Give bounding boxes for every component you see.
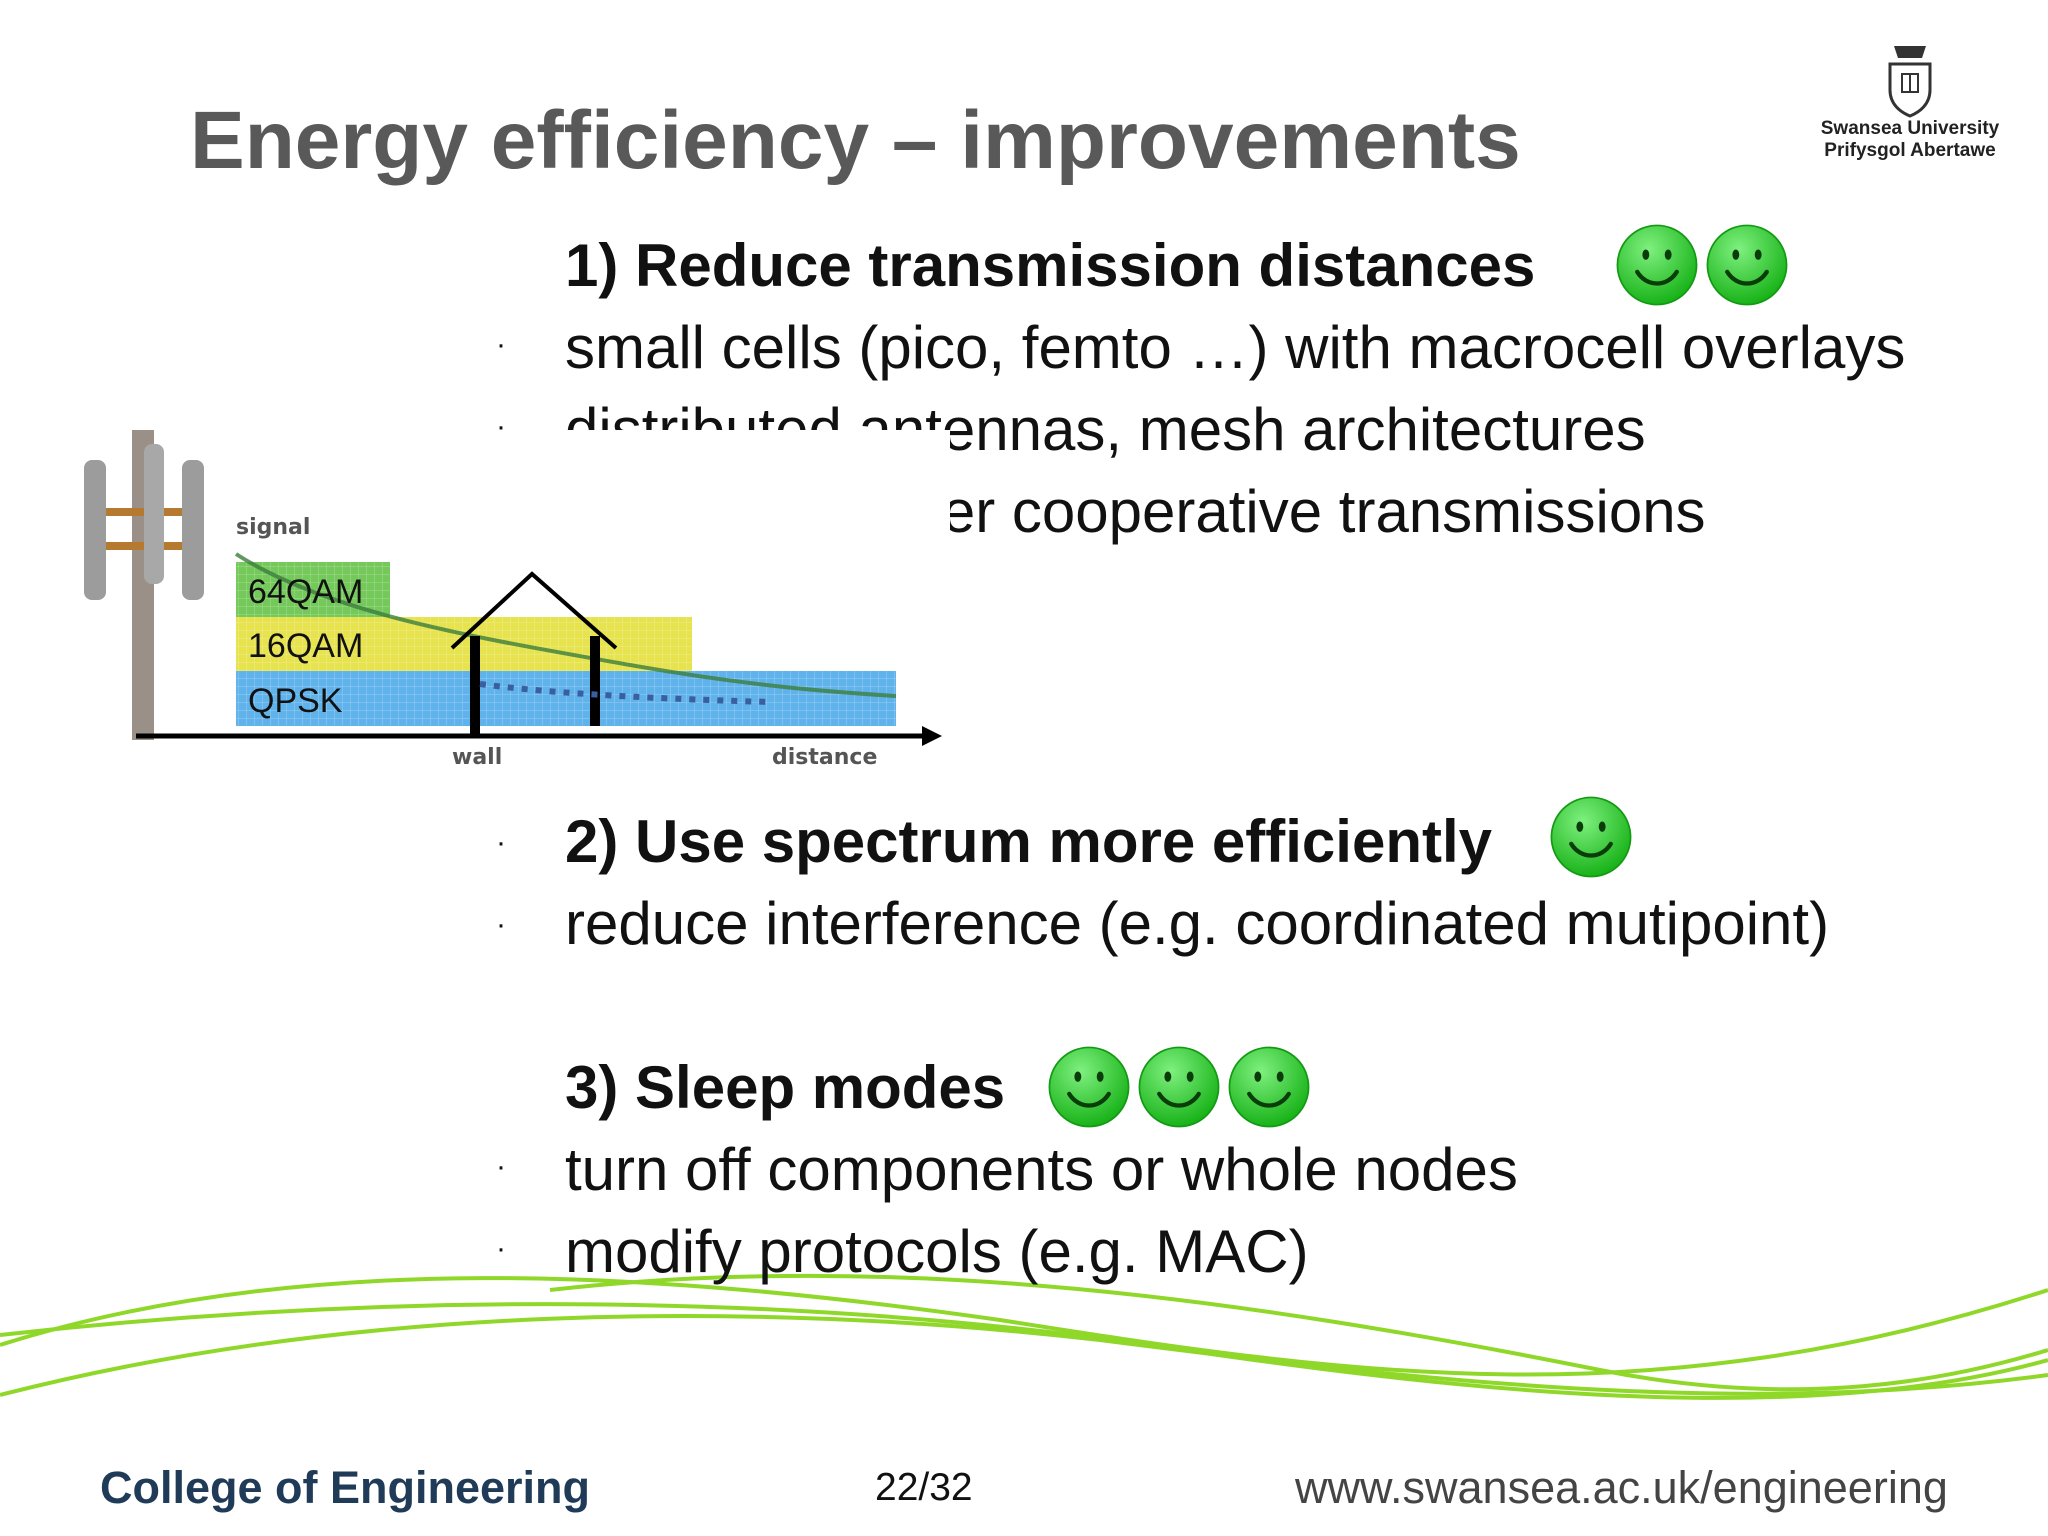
footer-college: College of Engineering (100, 1462, 591, 1513)
modulation-coverage-diagram: signal 64QAM 16QAM QPSK wall distance (70, 430, 950, 780)
section2-smileys (1548, 794, 1634, 880)
section1-smileys (1614, 222, 1790, 308)
wall-label: wall (452, 745, 502, 770)
section3-smileys (1046, 1044, 1312, 1130)
bullet-glyph: · (496, 908, 506, 941)
bullet-glyph: · (496, 328, 506, 361)
university-logo: Swansea University Prifysgol Abertawe (1800, 38, 2020, 162)
bullet-glyph: · (496, 410, 506, 443)
crest-icon (1888, 46, 1932, 118)
section2-heading: 2) Use spectrum more efficiently (565, 808, 1492, 875)
signal-label: signal (236, 515, 310, 540)
slide-title: Energy efficiency – improvements (190, 95, 1521, 186)
section3-heading: 3) Sleep modes (565, 1054, 1006, 1121)
logo-line-2: Prifysgol Abertawe (1824, 140, 1996, 161)
bullet-text: turn off components or whole nodes (565, 1136, 1518, 1203)
bullet-glyph: · (496, 826, 506, 859)
smiley-icon (1138, 1046, 1220, 1128)
bullet-glyph: · (496, 1232, 506, 1265)
logo-line-1: Swansea University (1820, 118, 2000, 139)
smiley-icon (1048, 1046, 1130, 1128)
page-number: 22/32 (875, 1466, 973, 1509)
smiley-icon (1228, 1046, 1310, 1128)
bullet-text: reduce interference (e.g. coordinated mu… (565, 890, 1830, 957)
distance-label: distance (772, 745, 877, 770)
bullet-text: small cells (pico, femto …) with macroce… (565, 314, 1906, 381)
modulation-label-qpsk: QPSK (248, 682, 343, 720)
smiley-icon (1550, 796, 1632, 878)
modulation-label-16qam: 16QAM (248, 627, 363, 665)
cell-tower-icon (84, 430, 204, 740)
footer-url[interactable]: www.swansea.ac.uk/engineering (1295, 1462, 1948, 1513)
bullet-glyph: · (496, 1150, 506, 1183)
section1-heading: 1) Reduce transmission distances (565, 232, 1536, 299)
modulation-label-64qam: 64QAM (248, 573, 363, 611)
smiley-icon (1616, 224, 1698, 306)
bullet-text: modify protocols (e.g. MAC) (565, 1218, 1309, 1285)
smiley-icon (1706, 224, 1788, 306)
